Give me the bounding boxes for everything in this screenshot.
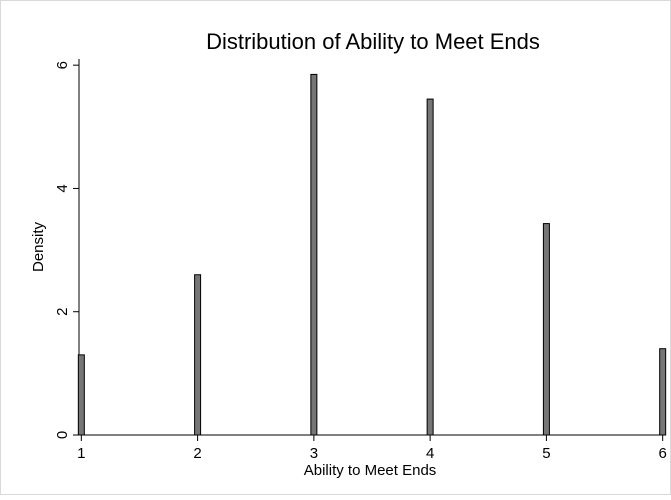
bar-5 — [542, 223, 550, 436]
x-axis-title: Ability to Meet Ends — [304, 462, 437, 479]
bar-4 — [426, 98, 434, 436]
x-tick-label-5: 5 — [542, 445, 550, 462]
bar-2 — [194, 274, 202, 436]
chart-title: Distribution of Ability to Meet Ends — [206, 29, 540, 54]
x-tick-label-4: 4 — [426, 445, 434, 462]
bar-3 — [310, 73, 318, 436]
y-tick-label-2: 2 — [54, 308, 71, 316]
x-axis: 1 2 3 4 5 6 Ability to Meet Ends — [77, 434, 667, 479]
x-tick-label-1: 1 — [77, 445, 85, 462]
x-tick-label-3: 3 — [310, 445, 318, 462]
x-tick-group: 1 2 3 4 5 6 — [77, 435, 667, 462]
x-tick-label-2: 2 — [193, 445, 201, 462]
x-tick-label-6: 6 — [659, 445, 667, 462]
y-tick-label-0: 0 — [54, 431, 71, 439]
y-axis-title: Density — [30, 221, 47, 272]
y-tick-label-6: 6 — [54, 61, 71, 69]
y-axis: 0 2 4 6 Density — [30, 59, 80, 439]
bar-1 — [77, 354, 85, 436]
bar-6 — [659, 348, 667, 436]
y-tick-label-4: 4 — [54, 184, 71, 192]
bar-group — [77, 73, 667, 436]
y-tick-group: 0 2 4 6 — [54, 61, 79, 439]
